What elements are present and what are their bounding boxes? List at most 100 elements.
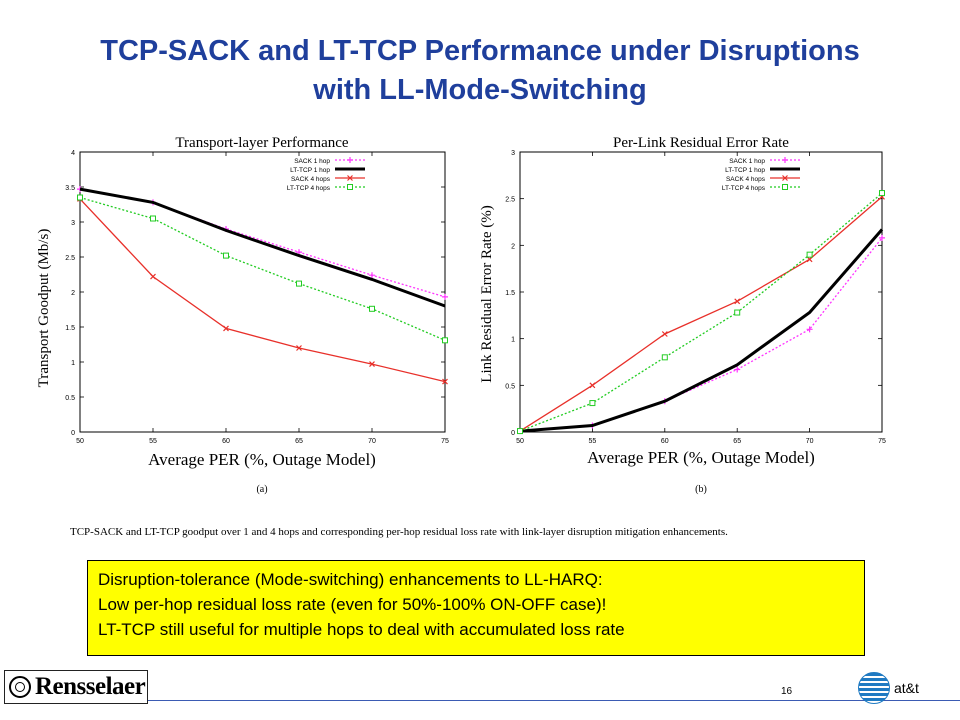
callout-line: LT-TCP still useful for multiple hops to… [98, 620, 625, 639]
data-point [347, 157, 353, 163]
data-point [879, 234, 885, 241]
x-tick-label: 75 [441, 438, 449, 445]
residual-error-chart: Per-Link Residual Error Rate Link Residu… [479, 135, 886, 495]
data-point [782, 157, 788, 163]
rensselaer-logo-text: Rensselaer [35, 673, 146, 700]
legend-label: LT-TCP 4 hops [722, 185, 766, 192]
plot-area: 0 0.5 1 1.5 2 2.5 3 3.5 4 50 55 60 65 70 75 SACK 1 hop L… [65, 150, 449, 445]
legend-label: SACK 4 hops [291, 176, 331, 183]
y-tick-label: 1.5 [65, 325, 75, 332]
data-point [369, 305, 375, 312]
data-point [806, 251, 813, 258]
data-point [369, 272, 375, 279]
series-line [79, 196, 446, 341]
slide-title-line1: TCP-SACK and LT-TCP Performance under Di… [100, 35, 860, 67]
data-point [589, 382, 596, 389]
data-point [442, 378, 448, 385]
figure-caption: TCP-SACK and LT-TCP goodput over 1 and 4… [70, 526, 728, 538]
x-tick-label: 70 [368, 438, 376, 445]
callout-line: Low per-hop residual loss rate (even for… [98, 595, 607, 614]
chart-title: Transport-layer Performance [175, 135, 348, 151]
x-tick-label: 70 [806, 438, 814, 445]
chart-sublabel: (a) [256, 484, 267, 495]
data-point [661, 354, 668, 361]
att-logo-text: at&t [894, 680, 919, 696]
legend-label: SACK 4 hops [726, 176, 766, 183]
x-axis-label: Average PER (%, Outage Model) [587, 448, 815, 467]
data-point [347, 175, 353, 181]
y-axis-label: Transport Goodput (Mb/s) [36, 229, 52, 388]
y-tick-label: 1 [71, 360, 75, 367]
footer-divider [148, 700, 960, 701]
legend-label: LT-TCP 1 hop [725, 167, 765, 174]
data-point [806, 326, 813, 333]
data-point [442, 337, 448, 344]
data-point [150, 273, 156, 280]
data-point [517, 428, 523, 435]
x-tick-label: 60 [661, 438, 669, 445]
x-tick-label: 65 [295, 438, 303, 445]
plot-area: 0 0.5 1 1.5 2 2.5 3 50 55 60 65 70 75 SACK 1 hop LT-TC… [505, 150, 886, 445]
data-point [77, 194, 83, 201]
legend-label: SACK 1 hop [729, 158, 765, 165]
y-tick-label: 0 [511, 430, 515, 437]
chart-sublabel: (b) [695, 484, 707, 495]
y-tick-label: 1 [511, 337, 515, 344]
data-point [734, 298, 741, 305]
data-point [661, 331, 668, 337]
data-point [369, 361, 375, 368]
y-tick-label: 4 [71, 150, 75, 157]
y-tick-label: 3.5 [65, 185, 75, 192]
y-tick-label: 2.5 [505, 197, 515, 204]
y-tick-label: 2 [511, 243, 515, 250]
slide-title-line2: with LL-Mode-Switching [313, 74, 647, 106]
y-tick-label: 2.5 [65, 255, 75, 262]
x-tick-label: 65 [733, 438, 741, 445]
chart-title: Per-Link Residual Error Rate [613, 135, 789, 151]
data-point [223, 252, 229, 259]
data-point [150, 215, 156, 222]
data-point [442, 293, 448, 300]
legend-label: SACK 1 hop [294, 158, 330, 165]
plot-frame [79, 151, 446, 433]
data-point [782, 175, 788, 181]
att-globe-icon [858, 672, 890, 704]
x-tick-label: 75 [878, 438, 886, 445]
legend-label: LT-TCP 1 hop [290, 167, 330, 174]
x-tick-label: 50 [76, 438, 84, 445]
series-line [519, 192, 883, 432]
y-axis-label: Link Residual Error Rate (%) [479, 205, 495, 382]
y-tick-label: 0.5 [65, 395, 75, 402]
callout-line: Disruption-tolerance (Mode-switching) en… [98, 570, 603, 589]
data-point [879, 190, 885, 197]
x-tick-label: 60 [222, 438, 230, 445]
data-point [782, 184, 788, 190]
data-point [589, 400, 596, 407]
y-tick-label: 0.5 [505, 383, 515, 390]
page-number: 16 [781, 686, 793, 697]
data-point [734, 309, 741, 316]
series-line [519, 228, 884, 433]
x-tick-label: 55 [589, 438, 597, 445]
goodput-chart: Transport-layer Performance Transport Go… [36, 135, 449, 495]
data-point [347, 184, 353, 190]
series-line [79, 187, 446, 308]
y-tick-label: 1.5 [505, 290, 515, 297]
callout-box: Disruption-tolerance (Mode-switching) en… [87, 560, 865, 656]
x-tick-label: 50 [516, 438, 524, 445]
y-tick-label: 3 [511, 150, 515, 157]
att-logo: at&t [858, 672, 919, 704]
rensselaer-seal-icon [9, 676, 31, 698]
x-tick-label: 55 [149, 438, 157, 445]
slide-title: TCP-SACK and LT-TCP Performance under Di… [0, 32, 960, 110]
series-line [79, 198, 446, 383]
legend-label: LT-TCP 4 hops [287, 185, 331, 192]
y-tick-label: 2 [71, 290, 75, 297]
data-point [296, 280, 302, 287]
data-point [296, 345, 302, 351]
rensselaer-logo: Rensselaer [4, 670, 148, 704]
data-point [734, 366, 741, 373]
y-tick-label: 3 [71, 220, 75, 227]
x-axis-label: Average PER (%, Outage Model) [148, 450, 376, 469]
data-point [223, 325, 229, 332]
